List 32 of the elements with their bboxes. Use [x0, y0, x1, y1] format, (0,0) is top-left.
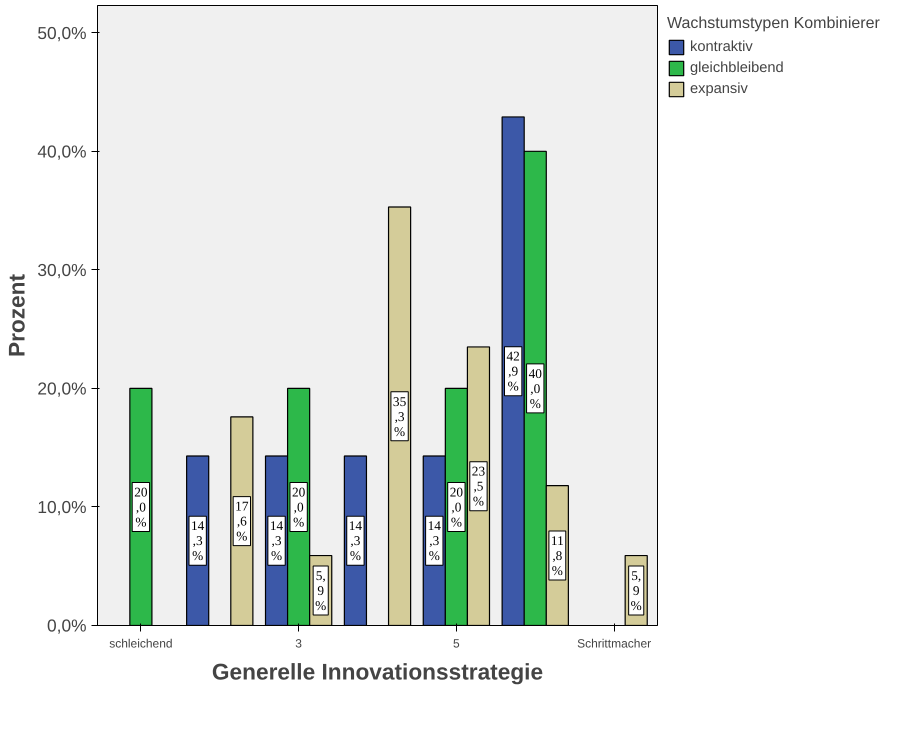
- data-label: 20,0%: [450, 484, 464, 530]
- x-tick-label: schleichend: [109, 636, 173, 650]
- legend-label: expansiv: [690, 81, 748, 97]
- data-label: 42,9%: [506, 348, 520, 394]
- data-label: 14,3%: [428, 518, 442, 564]
- data-label: 20,0%: [292, 484, 306, 530]
- x-tick-label: 3: [295, 636, 302, 650]
- y-tick-label: 10,0%: [37, 496, 87, 517]
- y-axis-title: Prozent: [3, 274, 30, 358]
- legend-title: Wachstumstypen Kombinierer: [667, 15, 880, 33]
- x-axis-title: Generelle Innovationsstrategie: [212, 658, 544, 684]
- data-label: 14,3%: [348, 518, 362, 564]
- data-label: 20,0%: [134, 484, 148, 530]
- data-label: 14,3%: [270, 518, 284, 564]
- bar: [388, 206, 412, 626]
- data-label: 35,3%: [392, 394, 407, 439]
- x-tick-label: 5: [453, 636, 460, 650]
- y-tick-label: 50,0%: [37, 22, 87, 43]
- data-label: 5,9%: [630, 568, 642, 614]
- data-label: 11,8%: [550, 533, 564, 578]
- data-label: 14,3%: [191, 518, 205, 564]
- y-tick-label: 0,0%: [47, 616, 87, 636]
- data-label: 40,0%: [528, 366, 542, 411]
- y-tick-label: 40,0%: [37, 141, 87, 162]
- x-tick-label: Schrittmacher: [577, 636, 652, 650]
- legend-label: gleichbleibend: [690, 60, 784, 76]
- y-tick-label: 30,0%: [37, 260, 87, 280]
- data-label: 5,9%: [315, 568, 326, 614]
- y-tick-label: 20,0%: [37, 378, 87, 398]
- data-label: 17,6%: [235, 498, 249, 544]
- data-label: 23,5%: [472, 464, 486, 509]
- legend-label: kontraktiv: [690, 39, 753, 55]
